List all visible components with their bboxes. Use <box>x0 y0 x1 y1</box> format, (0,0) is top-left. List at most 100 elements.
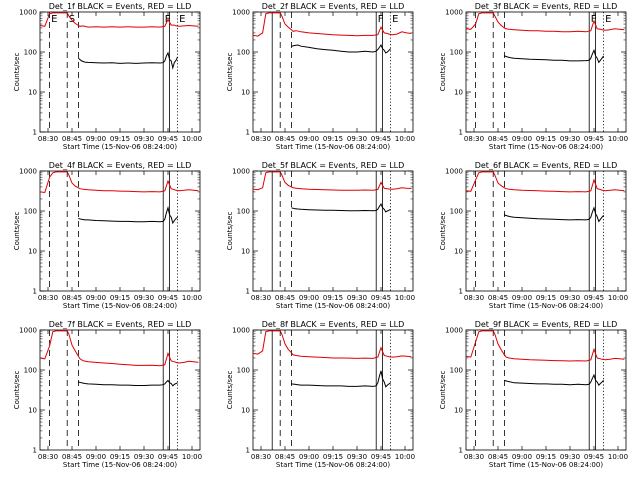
y-tick-label: 1000 <box>19 327 37 335</box>
plot-frame <box>465 170 627 292</box>
x-tick-label: 09:00 <box>86 135 106 143</box>
x-tick-label: 09:30 <box>347 135 367 143</box>
y-tick-label: 1 <box>246 129 250 137</box>
plot-frame <box>465 329 627 451</box>
series-line-lld <box>39 12 199 28</box>
y-axis-label: Counts/sec <box>439 53 447 92</box>
x-tick-label: 09:45 <box>371 294 391 302</box>
x-tick-label: 09:15 <box>536 294 556 302</box>
x-tick-label: 08:30 <box>464 294 484 302</box>
y-axis-label: Counts/sec <box>226 212 234 251</box>
y-tick-label: 100 <box>24 208 37 216</box>
y-axis-label: Counts/sec <box>13 371 21 410</box>
x-tick-label: 08:30 <box>251 135 271 143</box>
y-tick-label: 1 <box>33 447 37 455</box>
y-axis-label: Counts/sec <box>226 53 234 92</box>
y-axis-label: Counts/sec <box>13 53 21 92</box>
x-tick-label: 09:45 <box>371 135 391 143</box>
x-tick-label: 09:00 <box>512 135 532 143</box>
y-tick-label: 1 <box>246 447 250 455</box>
x-tick-label: 09:15 <box>110 294 130 302</box>
x-tick-label: 08:30 <box>251 294 271 302</box>
x-tick-label: 09:30 <box>347 294 367 302</box>
y-tick-label: 10 <box>241 89 250 97</box>
series-line-lld <box>252 171 412 191</box>
y-tick-label: 1000 <box>19 9 37 17</box>
series-line-lld <box>39 171 199 194</box>
series-line-lld <box>465 171 625 193</box>
y-tick-label: 10 <box>241 407 250 415</box>
plot-frame <box>39 11 201 133</box>
x-tick-label: 10:00 <box>182 453 202 461</box>
y-tick-label: 1 <box>33 129 37 137</box>
x-tick-label: 09:30 <box>560 135 580 143</box>
y-axis-label: Counts/sec <box>439 371 447 410</box>
x-tick-label: 09:00 <box>86 294 106 302</box>
y-axis-label: Counts/sec <box>13 212 21 251</box>
x-tick-label: 09:45 <box>158 453 178 461</box>
y-tick-label: 1000 <box>232 168 250 176</box>
x-axis-label: Start Time (15-Nov-06 08:24:00) <box>63 302 177 310</box>
x-tick-label: 09:30 <box>560 294 580 302</box>
series-line-events <box>78 379 178 387</box>
y-tick-label: 10 <box>454 407 463 415</box>
detector-panel-2: Det_2f BLACK = Events, RED = LLD 1 10 100 10… <box>226 2 415 151</box>
marker-label: E <box>392 14 398 25</box>
detector-panel-6: Det_6f BLACK = Events, RED = LLD 1 10 100 10… <box>439 161 628 310</box>
series-line-events <box>291 370 391 388</box>
y-tick-label: 100 <box>237 367 250 375</box>
plot-frame <box>252 11 414 133</box>
panel-title: Det_2f BLACK = Events, RED = LLD <box>262 2 405 11</box>
detector-panel-9: Det_9f BLACK = Events, RED = LLD 1 10 100 10… <box>439 320 628 469</box>
marker-label: E <box>51 14 57 25</box>
x-tick-label: 09:00 <box>86 453 106 461</box>
x-tick-label: 09:30 <box>347 453 367 461</box>
panel-title: Det_8f BLACK = Events, RED = LLD <box>262 320 405 329</box>
x-tick-label: 10:00 <box>395 294 415 302</box>
panel-title: Det_7f BLACK = Events, RED = LLD <box>49 320 192 329</box>
y-tick-label: 100 <box>450 49 463 57</box>
y-axis-label: Counts/sec <box>226 371 234 410</box>
x-tick-label: 08:45 <box>275 135 295 143</box>
x-tick-label: 08:45 <box>275 453 295 461</box>
y-axis-label: Counts/sec <box>439 212 447 251</box>
x-tick-label: 09:30 <box>560 453 580 461</box>
series-line-lld <box>465 12 625 33</box>
detector-panel-4: Det_4f BLACK = Events, RED = LLD 1 10 100 10… <box>13 161 202 310</box>
series-line-events <box>504 206 604 223</box>
detector-panel-7: Det_7f BLACK = Events, RED = LLD 1 10 100 10… <box>13 320 202 469</box>
y-tick-label: 1000 <box>445 9 463 17</box>
y-tick-label: 1 <box>459 129 463 137</box>
series-line-events <box>504 48 605 64</box>
series-line-lld <box>252 12 412 37</box>
x-tick-label: 09:00 <box>299 135 319 143</box>
x-tick-label: 08:45 <box>62 294 82 302</box>
x-tick-label: 08:30 <box>38 453 58 461</box>
x-tick-label: 10:00 <box>182 135 202 143</box>
y-tick-label: 10 <box>241 248 250 256</box>
series-line-events <box>78 205 178 225</box>
panel-title: Det_5f BLACK = Events, RED = LLD <box>262 161 405 170</box>
detector-panel-1: Det_1f BLACK = Events, RED = LLD 1 10 100 10… <box>13 2 202 151</box>
marker-label: F <box>591 14 597 25</box>
x-tick-label: 08:30 <box>38 294 58 302</box>
series-line-events <box>504 373 604 386</box>
panel-title: Det_9f BLACK = Events, RED = LLD <box>475 320 618 329</box>
panel-title: Det_3f BLACK = Events, RED = LLD <box>475 2 618 11</box>
x-tick-label: 08:45 <box>62 135 82 143</box>
x-axis-label: Start Time (15-Nov-06 08:24:00) <box>276 461 390 469</box>
series-line-lld <box>465 330 625 362</box>
x-axis-label: Start Time (15-Nov-06 08:24:00) <box>276 302 390 310</box>
x-tick-label: 09:30 <box>134 135 154 143</box>
series-line-lld <box>252 330 412 359</box>
y-tick-label: 10 <box>454 248 463 256</box>
x-tick-label: 09:15 <box>323 294 343 302</box>
x-tick-label: 09:45 <box>371 453 391 461</box>
y-tick-label: 1000 <box>445 327 463 335</box>
x-tick-label: 09:00 <box>512 453 532 461</box>
y-tick-label: 10 <box>28 248 37 256</box>
x-tick-label: 09:15 <box>323 135 343 143</box>
series-line-events <box>291 43 391 54</box>
y-tick-label: 10 <box>454 89 463 97</box>
x-tick-label: 08:45 <box>62 453 82 461</box>
